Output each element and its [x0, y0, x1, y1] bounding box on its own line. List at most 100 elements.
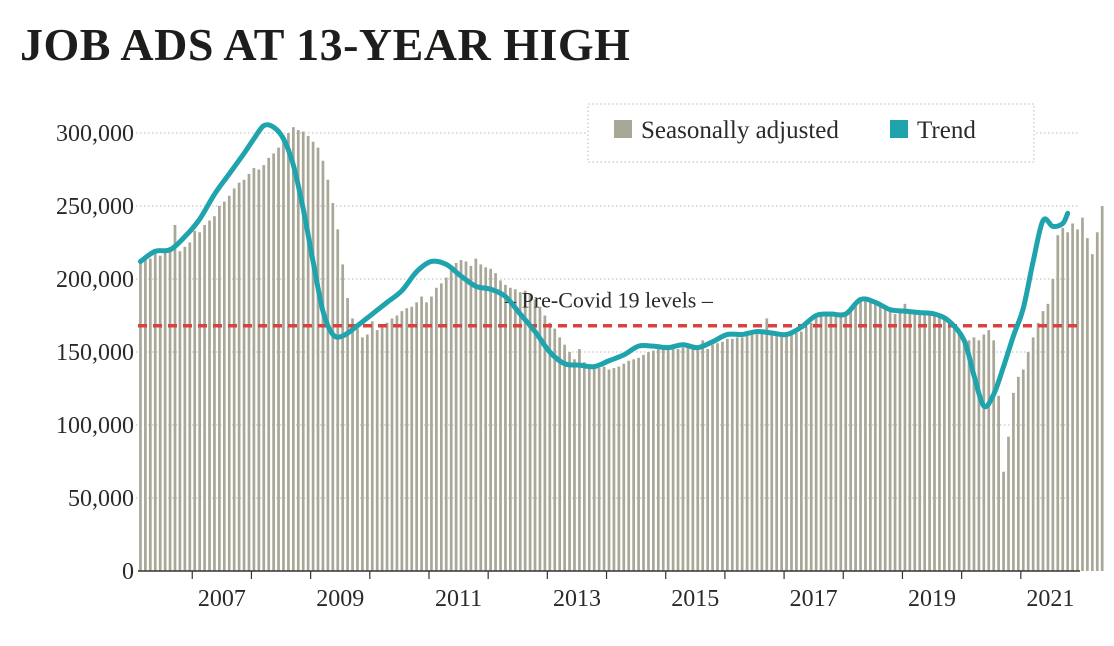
bar [918, 314, 922, 571]
bar [444, 277, 448, 571]
bar [721, 341, 724, 571]
bar [706, 349, 709, 571]
bar [952, 325, 956, 571]
bar [282, 138, 285, 571]
bar [799, 331, 803, 571]
bar [809, 322, 813, 571]
bar [1061, 227, 1065, 571]
bar [213, 216, 216, 571]
bar [582, 362, 586, 571]
bar [218, 206, 221, 571]
bar [819, 315, 823, 571]
bar [760, 331, 764, 571]
bar [878, 305, 882, 571]
reference-line-group: – Pre-Covid 19 levels – [138, 288, 1080, 328]
x-tick-label: 2011 [435, 586, 482, 612]
bar [257, 169, 261, 571]
bar [144, 257, 147, 571]
bar [730, 338, 734, 571]
bar [538, 306, 542, 571]
bar [859, 299, 862, 571]
legend-label-seasonally-adjusted: Seasonally adjusted [641, 117, 839, 144]
bar [139, 261, 142, 571]
bar [869, 300, 872, 571]
bar [365, 334, 369, 571]
bar [686, 344, 690, 571]
bar [602, 366, 606, 571]
bar [972, 337, 976, 571]
bar [439, 283, 443, 571]
bar [568, 352, 571, 571]
y-tick-label: 200,000 [56, 267, 134, 293]
bar [962, 340, 966, 571]
bar [1056, 235, 1060, 571]
bar [509, 287, 512, 571]
bar [306, 135, 310, 572]
bar [785, 335, 788, 571]
bar [1016, 376, 1020, 571]
bar [1026, 352, 1030, 571]
bar [839, 314, 843, 571]
bar [331, 203, 335, 571]
bar [587, 365, 591, 571]
bar [188, 242, 192, 571]
bar [1076, 229, 1079, 572]
bar [622, 363, 626, 571]
bar [1095, 232, 1099, 571]
bar [647, 352, 650, 571]
bar [326, 179, 330, 571]
bar [272, 153, 275, 571]
bar [173, 224, 177, 572]
bar [459, 260, 463, 571]
bar [321, 160, 325, 572]
bar [1041, 311, 1045, 571]
bar [296, 130, 300, 571]
legend-swatch-bar [614, 120, 632, 138]
bar [178, 251, 182, 571]
bar [518, 292, 522, 571]
bar [834, 314, 838, 571]
bar [578, 349, 581, 571]
bar [198, 232, 202, 571]
bar [489, 268, 492, 571]
bar [957, 331, 961, 571]
bar [316, 147, 320, 571]
y-tick-label: 300,000 [56, 121, 134, 147]
legend-swatch-trend [890, 120, 908, 138]
bar [400, 311, 404, 571]
x-tick-label: 2019 [908, 586, 956, 612]
bar [765, 318, 769, 571]
bar [977, 340, 981, 571]
bar [992, 340, 996, 571]
legend-label-trend: Trend [917, 117, 976, 144]
bar [262, 165, 266, 571]
bar [726, 338, 729, 571]
bar [637, 357, 640, 571]
bar [814, 316, 818, 571]
bar [612, 368, 616, 571]
bar [543, 315, 547, 571]
bar [484, 267, 488, 571]
bar [750, 334, 754, 571]
bar [370, 321, 374, 571]
bar [158, 255, 162, 571]
x-tick-label: 2009 [316, 586, 364, 612]
bar [1100, 206, 1104, 571]
bar [390, 318, 394, 571]
bar-series [139, 127, 1104, 572]
bar [1081, 217, 1084, 571]
bar [780, 335, 783, 571]
y-tick-label: 0 [122, 559, 134, 585]
bar [252, 168, 256, 572]
x-tick-label: 2015 [671, 586, 719, 612]
bar [597, 368, 601, 571]
bar [947, 321, 951, 571]
bar [573, 359, 576, 571]
bar [1046, 303, 1050, 571]
bar [775, 334, 779, 571]
bar [227, 195, 231, 571]
bar [232, 188, 236, 572]
bar [267, 157, 271, 571]
bar [923, 314, 927, 571]
bar [395, 315, 399, 571]
